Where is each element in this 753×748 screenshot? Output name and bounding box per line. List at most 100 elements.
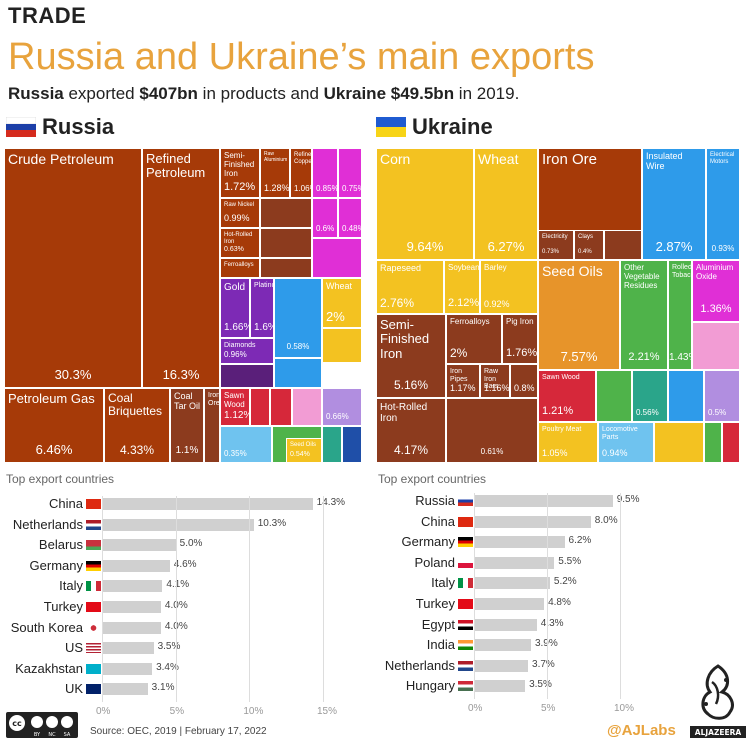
treemap-cell-value: 1.66% xyxy=(224,322,250,333)
country-label: Hungary xyxy=(405,678,455,694)
treemap-cell-value: 0.56% xyxy=(636,408,659,417)
treemap-cell: Hot-Rolled Iron 0.63% xyxy=(220,228,260,258)
treemap-cell-label: Wheat xyxy=(478,151,519,167)
treemap-cell-value: 0.63% xyxy=(224,246,244,253)
treemap-cell-label: Rapeseed xyxy=(380,263,422,273)
treemap-cell: Coal Tar Oil 1.1% xyxy=(170,388,204,463)
treemap-cell: Refined Copper 1.06% xyxy=(290,148,312,198)
treemap-cell: 0.56% xyxy=(632,370,668,422)
treemap-minor-cell xyxy=(220,364,274,388)
gridline xyxy=(102,496,103,702)
treemap-cell-value: 0.99% xyxy=(224,213,250,223)
treemap-cell-label: Raw Nickel xyxy=(224,202,255,208)
x-tick-label: 10% xyxy=(243,706,264,717)
country-flag-icon xyxy=(458,557,473,568)
bar xyxy=(474,577,550,590)
subtitle-text: in products and xyxy=(197,84,324,103)
country-flag-icon xyxy=(86,622,101,633)
treemap-cell-label: Hot-Rolled Iron xyxy=(380,402,428,424)
treemap-minor-cell xyxy=(322,426,342,463)
treemap-minor-cell xyxy=(260,228,312,258)
treemap-cell-value: 0.94% xyxy=(602,448,628,458)
treemap-cell-label: Petroleum Gas xyxy=(8,391,95,406)
bar xyxy=(474,639,531,652)
treemap-minor-cell xyxy=(250,388,270,426)
treemap-cell: 0.61% xyxy=(446,398,538,463)
treemap-cell-value: 7.57% xyxy=(560,349,598,364)
country-flag-icon xyxy=(458,578,473,589)
treemap-minor-cell xyxy=(722,422,740,463)
treemap-cell-label: Gold xyxy=(224,282,246,293)
treemap-cell-value: 2.76% xyxy=(380,296,415,310)
treemap-minor-cell xyxy=(654,422,704,463)
treemap-minor-cell xyxy=(270,388,292,426)
subtitle-bold-russia: Russia xyxy=(8,84,64,103)
treemap-cell: Rolled Tobacco 1.43% xyxy=(668,260,692,370)
bar-row: Hungary 3.5% xyxy=(0,678,753,694)
treemap-cell: 0.85% xyxy=(312,148,338,198)
treemap-cell-label: Refined Copper xyxy=(294,152,312,165)
treemap-cell-value: 9.64% xyxy=(406,239,444,254)
treemap-cell-value: 1.21% xyxy=(542,405,574,417)
treemap-cell-value: 0.85% xyxy=(316,184,338,193)
bar-row: India 3.9% xyxy=(0,637,753,653)
bar-row: Egypt 4.3% xyxy=(0,617,753,633)
treemap-minor-cell xyxy=(292,388,322,426)
bar-row: Germany 4.6% xyxy=(0,558,753,574)
country-flag-icon xyxy=(86,519,101,530)
bar xyxy=(102,498,313,510)
treemap-cell: Wheat 6.27% xyxy=(474,148,538,260)
treemap-cell-value: 1.1% xyxy=(175,445,199,456)
bar xyxy=(474,495,613,507)
bar xyxy=(474,598,545,610)
treemap-minor-cell xyxy=(342,426,362,463)
treemap-cell-value: 0.4% xyxy=(578,249,592,255)
treemap-cell-label: Raw Iron Bars xyxy=(484,368,499,391)
bar-value-label: 5.5% xyxy=(558,555,582,567)
treemap-cell-label: Locomotive Parts xyxy=(602,426,638,441)
treemap-cell: Poultry Meat 1.05% xyxy=(538,422,598,463)
bar-row: Belarus 5.0% xyxy=(0,537,753,553)
treemap-minor-cell xyxy=(596,370,632,422)
bar-value-label: 5.0% xyxy=(179,538,203,550)
treemap-cell: Insulated Wire 2.87% xyxy=(642,148,706,260)
treemap-cell-label: Hot-Rolled Iron xyxy=(224,232,253,245)
country-label: South Korea xyxy=(10,619,83,635)
treemap-minor-cell xyxy=(260,258,312,278)
treemap-cell-value: 1.76% xyxy=(506,347,538,359)
bar-row: China 8.0% xyxy=(0,514,753,530)
bar xyxy=(102,621,161,634)
treemap-cell: Clays 0.4% xyxy=(574,230,604,260)
country-label: Germany xyxy=(29,557,83,573)
country-flag-icon xyxy=(86,499,101,509)
treemap-cell: Seed Oils 7.57% xyxy=(538,260,620,370)
country-flag-icon xyxy=(458,599,473,609)
treemap-cell: Semi-Finished Iron 1.72% xyxy=(220,148,260,198)
bar-row: Netherlands 3.7% xyxy=(0,658,753,674)
country-label: Belarus xyxy=(38,537,83,553)
treemap-cell: Platinum 1.6% xyxy=(250,278,274,338)
bar xyxy=(474,618,537,631)
bar xyxy=(474,680,526,693)
treemap-minor-cell xyxy=(604,230,642,260)
cc-by-label: BY xyxy=(34,732,41,738)
treemap-cell-label: Aluminium Oxide xyxy=(696,263,734,281)
gridline xyxy=(323,496,324,702)
treemap-cell-label: Corn xyxy=(380,151,411,167)
treemap-cell-value: 1.17% xyxy=(450,383,476,393)
country-flag-icon xyxy=(458,496,473,506)
treemap-cell: Iron Pipes 1.17% xyxy=(446,364,480,398)
treemap-cell: Coal Briquettes 4.33% xyxy=(104,388,170,463)
treemap-cell-label: Soybeans xyxy=(448,263,480,272)
treemap-cell-label: Semi-Finished Iron xyxy=(380,317,430,361)
bar-value-label: 5.2% xyxy=(553,576,577,588)
country-label: Egypt xyxy=(421,616,455,632)
x-tick-label: 10% xyxy=(614,703,635,714)
russia-treemap: Crude Petroleum 30.3% Refined Petroleum 16.… xyxy=(4,148,362,463)
treemap-cell-label: Diamonds xyxy=(224,342,256,349)
treemap-cell: Electrical Motors 0.93% xyxy=(706,148,740,260)
russia-flag-icon xyxy=(6,117,36,137)
ukraine-label: Ukraine xyxy=(412,114,493,139)
x-tick-label: 0% xyxy=(468,703,483,714)
country-flag-icon xyxy=(86,663,101,674)
